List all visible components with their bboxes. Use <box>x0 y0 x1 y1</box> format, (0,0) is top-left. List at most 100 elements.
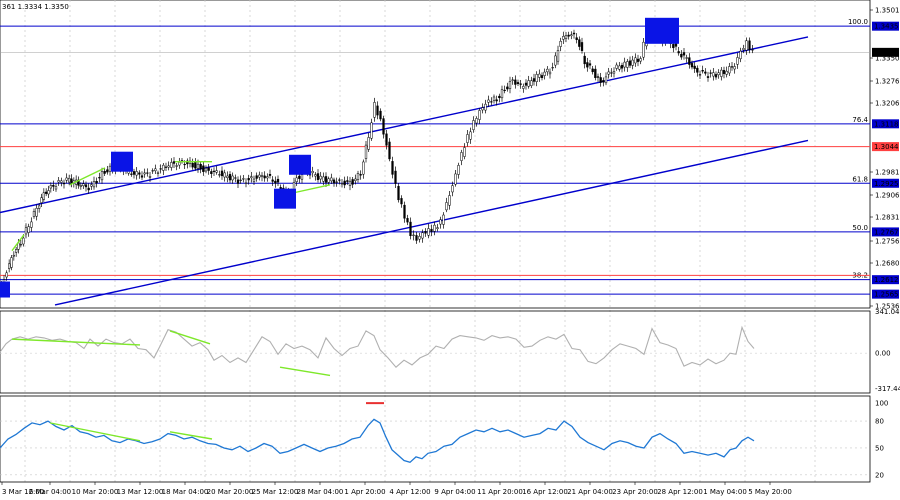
candle-body <box>412 234 415 236</box>
candle-body <box>340 183 344 185</box>
candle-body <box>575 37 578 40</box>
candle-body <box>391 161 394 175</box>
candle <box>506 82 509 92</box>
candle <box>634 53 637 67</box>
candle-body <box>492 96 496 101</box>
candle-body <box>183 163 186 166</box>
candle <box>594 65 597 81</box>
candle-body <box>693 65 696 69</box>
candle-body <box>677 51 680 54</box>
candle <box>548 68 552 79</box>
candle <box>295 173 298 186</box>
candle <box>162 163 165 176</box>
price-y-tick-label-12: 1.2756 <box>875 238 900 246</box>
candle <box>266 173 269 182</box>
candle <box>250 171 253 183</box>
candle <box>68 174 71 186</box>
candle <box>623 57 626 72</box>
candle <box>484 99 487 114</box>
candle <box>32 208 36 219</box>
candle <box>730 61 734 71</box>
candle <box>57 176 60 186</box>
candle-body <box>316 173 320 180</box>
candle <box>354 174 357 185</box>
candle <box>514 75 517 89</box>
candle <box>8 259 11 273</box>
candle-body <box>156 172 160 174</box>
candle <box>274 176 277 188</box>
candle <box>519 79 522 89</box>
candle <box>255 172 258 182</box>
candle-body <box>578 39 581 47</box>
candle-body <box>682 52 686 56</box>
candle-body <box>701 70 704 72</box>
candle <box>226 171 229 183</box>
candle-body <box>626 61 629 68</box>
candle-body <box>388 141 391 160</box>
candle-body <box>639 58 642 62</box>
candle <box>212 167 216 177</box>
candle-body <box>620 65 624 69</box>
candle-body <box>583 55 586 65</box>
price-y-tick-label-3: 1.3276 <box>875 78 900 86</box>
candle-body <box>57 180 60 183</box>
candle <box>54 183 58 192</box>
level-label-0: 100.0 <box>848 18 868 26</box>
candle <box>615 62 618 71</box>
candle-body <box>554 55 557 66</box>
price-y-tick-label-9: 1.2906 <box>875 192 900 200</box>
candle <box>570 31 573 40</box>
candle <box>38 203 41 213</box>
candle <box>391 156 394 179</box>
candle-body <box>95 181 98 184</box>
candle <box>167 161 170 171</box>
candle <box>364 141 368 163</box>
candle-body <box>130 173 133 175</box>
candle-body <box>167 165 170 168</box>
candle <box>588 59 592 70</box>
candle <box>631 55 634 70</box>
candle <box>268 169 272 179</box>
candle-body <box>421 232 424 239</box>
candle-body <box>42 192 45 200</box>
candle <box>463 143 466 160</box>
candle <box>40 193 43 208</box>
candle <box>276 175 280 187</box>
candle-body <box>680 53 683 58</box>
candle <box>218 170 221 178</box>
candle <box>135 167 138 180</box>
candle-body <box>382 118 385 135</box>
price-y-tick-label-0: 1.3501 <box>875 7 900 15</box>
candle-body <box>202 165 205 172</box>
candle-body <box>725 70 728 75</box>
candle-body <box>540 75 544 78</box>
level-price-tag-3: 1.2925 <box>872 178 899 188</box>
candle-body <box>311 171 314 174</box>
candle <box>207 163 210 175</box>
x-tick-label-13: 21 Apr 04:00 <box>567 488 613 496</box>
candle <box>562 31 565 44</box>
level-price-tag-text-0: 1.3435 <box>874 23 899 31</box>
candle <box>30 217 33 232</box>
candle <box>260 172 264 182</box>
x-tick-label-1: 6 Mar 04:00 <box>29 488 71 496</box>
candle <box>223 169 226 182</box>
candle <box>607 67 610 79</box>
candle <box>172 157 176 169</box>
candle-body <box>244 182 248 184</box>
candle <box>19 239 22 248</box>
candle-body <box>90 184 93 187</box>
candle-body <box>274 180 277 184</box>
candle <box>475 116 478 127</box>
candle-body <box>250 176 253 179</box>
candle-body <box>146 172 149 174</box>
candle <box>397 183 400 203</box>
candle <box>106 165 109 175</box>
candle <box>108 163 112 176</box>
candle-body <box>519 83 522 85</box>
candle-body <box>538 73 541 78</box>
candle <box>210 168 213 178</box>
candle-body <box>490 101 493 103</box>
candle <box>722 66 726 79</box>
candle <box>356 170 360 183</box>
